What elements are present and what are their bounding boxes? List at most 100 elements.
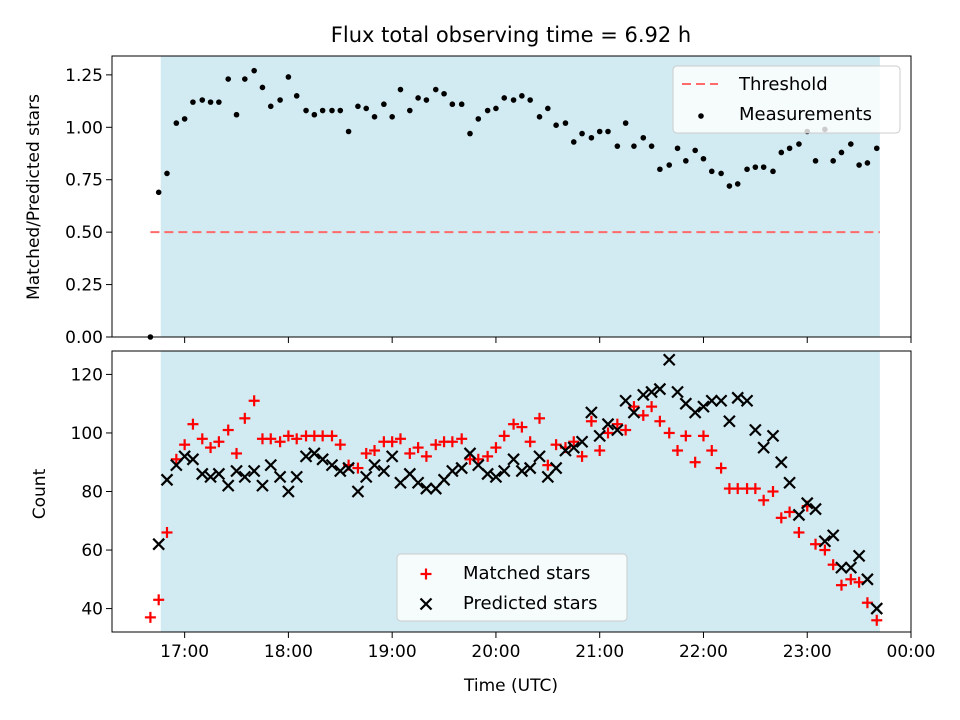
legend-threshold-label: Threshold bbox=[738, 74, 828, 95]
matched-star-point bbox=[239, 412, 251, 424]
matched-star-point bbox=[412, 442, 424, 454]
matched-star-point bbox=[827, 559, 839, 571]
measurement-point bbox=[311, 111, 318, 118]
predicted-star-point bbox=[264, 458, 278, 472]
matched-star-point bbox=[784, 506, 796, 518]
measurement-point bbox=[734, 181, 741, 187]
matched-star-point bbox=[758, 494, 770, 506]
predicted-star-point bbox=[342, 461, 355, 475]
predicted-star-point bbox=[619, 394, 632, 408]
predicted-star-point bbox=[818, 534, 832, 548]
predicted-star-point bbox=[662, 353, 676, 367]
measurement-point bbox=[708, 168, 715, 175]
matched-star-point bbox=[265, 433, 277, 445]
matched-star-point bbox=[334, 439, 346, 451]
predicted-star-point bbox=[523, 461, 537, 475]
predicted-star-point bbox=[653, 382, 667, 396]
measurement-point bbox=[293, 93, 300, 99]
matched-star-point bbox=[404, 447, 416, 459]
matched-star-point bbox=[654, 415, 666, 427]
matched-star-point bbox=[663, 427, 675, 439]
measurement-point bbox=[553, 122, 559, 129]
count-y-label: Count bbox=[30, 468, 50, 519]
measurement-point bbox=[251, 67, 257, 74]
predicted-star-point bbox=[549, 461, 563, 475]
measurement-point bbox=[648, 143, 655, 149]
y-tick-label: 80 bbox=[81, 483, 103, 503]
matched-star-point bbox=[196, 433, 208, 445]
measurement-point bbox=[190, 99, 196, 105]
y-tick-label: 120 bbox=[71, 365, 103, 385]
matched-star-point bbox=[524, 436, 536, 448]
matched-star-point bbox=[611, 418, 623, 430]
measurement-point bbox=[164, 170, 170, 177]
measurement-point bbox=[796, 141, 802, 147]
x-tick-label: 23:00 bbox=[783, 642, 832, 662]
matched-star-point bbox=[689, 456, 701, 468]
measurement-point bbox=[277, 97, 283, 103]
measurement-point bbox=[355, 103, 361, 110]
matched-star-point bbox=[550, 439, 562, 451]
legend-measurements-label: Measurements bbox=[739, 104, 872, 125]
measurement-point bbox=[371, 114, 378, 120]
matched-star-point bbox=[853, 576, 865, 588]
predicted-star-point bbox=[749, 423, 762, 437]
measurement-point bbox=[770, 168, 776, 175]
matched-star-point bbox=[871, 614, 883, 626]
count-y-axis: 40 60 80 100 120 bbox=[71, 365, 112, 620]
predicted-star-point bbox=[463, 447, 477, 460]
chart-title: Flux total observing time = 6.92 h bbox=[331, 23, 691, 47]
predicted-star-point bbox=[731, 391, 744, 405]
matched-star-point bbox=[161, 526, 173, 538]
predicted-star-point bbox=[575, 435, 589, 449]
predicted-star-point bbox=[334, 464, 347, 478]
legend-x-marker bbox=[419, 597, 433, 611]
measurement-point bbox=[786, 145, 793, 152]
predicted-star-point bbox=[160, 473, 174, 487]
ratio-y-axis: 0.00 0.25 0.50 0.75 1.00 1.25 bbox=[65, 66, 112, 348]
ratio-panel-frame bbox=[111, 55, 912, 338]
measurement-point bbox=[718, 170, 724, 177]
measurement-point bbox=[830, 158, 836, 164]
x-axis-label: Time (UTC) bbox=[463, 676, 558, 696]
y-tick-label: 40 bbox=[81, 600, 103, 620]
predicted-star-point bbox=[221, 479, 235, 492]
matched-star-point bbox=[819, 544, 831, 556]
predicted-star-point bbox=[844, 561, 858, 574]
measurement-point bbox=[588, 134, 595, 141]
predicted-star-point bbox=[861, 573, 874, 586]
measurement-point bbox=[726, 183, 733, 189]
predicted-star-point bbox=[800, 496, 814, 510]
measurement-point bbox=[389, 114, 395, 120]
count-points bbox=[144, 353, 884, 626]
matched-star-point bbox=[179, 439, 191, 451]
matched-star-point bbox=[602, 427, 614, 439]
matched-star-point bbox=[706, 445, 718, 457]
predicted-star-point bbox=[178, 450, 191, 463]
predicted-star-point bbox=[533, 450, 546, 463]
measurement-point bbox=[467, 130, 473, 137]
measurement-point bbox=[303, 107, 309, 114]
matched-star-point bbox=[490, 442, 502, 454]
predicted-star-point bbox=[611, 423, 624, 437]
predicted-star-point bbox=[507, 453, 520, 466]
matched-star-point bbox=[430, 439, 442, 451]
matched-star-point bbox=[282, 430, 294, 442]
matched-star-point bbox=[369, 445, 381, 457]
matched-star-point bbox=[697, 430, 709, 442]
matched-star-point bbox=[775, 512, 787, 524]
x-tick-label: 18:00 bbox=[264, 642, 313, 662]
measurement-point bbox=[510, 97, 517, 103]
matched-star-point bbox=[637, 409, 649, 421]
predicted-star-point bbox=[359, 470, 373, 484]
measurement-point bbox=[449, 101, 456, 108]
matched-star-point bbox=[394, 433, 406, 445]
predicted-star-point bbox=[446, 464, 459, 478]
matched-star-point bbox=[767, 486, 779, 497]
measurement-point bbox=[596, 128, 603, 135]
measurement-point bbox=[225, 76, 232, 82]
matched-star-point bbox=[205, 442, 217, 454]
measurement-point bbox=[683, 158, 689, 164]
measurement-point bbox=[432, 86, 439, 93]
predicted-star-point bbox=[515, 464, 529, 478]
